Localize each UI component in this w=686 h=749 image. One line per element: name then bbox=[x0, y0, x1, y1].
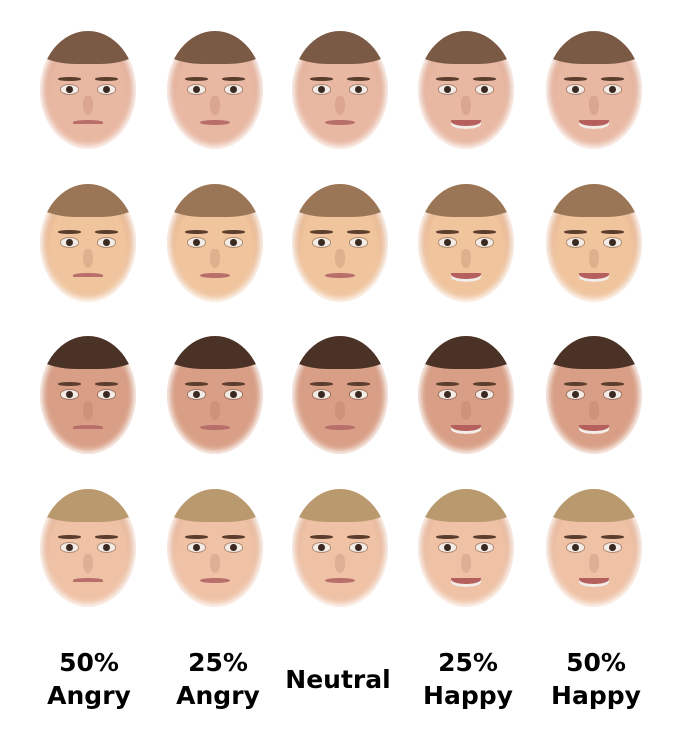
label-percent: 25% bbox=[438, 648, 498, 677]
label-percent: 50% bbox=[59, 648, 119, 677]
face-photo-neutral bbox=[292, 489, 388, 607]
face-photo-neutral bbox=[292, 184, 388, 302]
face-photo-angry-50 bbox=[40, 489, 136, 607]
face-photo-happy-25 bbox=[418, 489, 514, 607]
face-photo-happy-25 bbox=[418, 336, 514, 454]
label-neutral: Neutral bbox=[283, 663, 393, 696]
face-photo-angry-25 bbox=[167, 31, 263, 149]
label-25-happy: 25% Happy bbox=[413, 646, 523, 712]
label-emotion: Angry bbox=[47, 681, 131, 710]
face-photo-neutral bbox=[292, 336, 388, 454]
label-emotion: Happy bbox=[423, 681, 513, 710]
face-photo-angry-50 bbox=[40, 31, 136, 149]
label-50-angry: 50% Angry bbox=[34, 646, 144, 712]
face-photo-angry-25 bbox=[167, 336, 263, 454]
label-50-happy: 50% Happy bbox=[541, 646, 651, 712]
label-emotion: Neutral bbox=[285, 665, 391, 694]
face-photo-neutral bbox=[292, 31, 388, 149]
label-emotion: Happy bbox=[551, 681, 641, 710]
face-photo-angry-25 bbox=[167, 489, 263, 607]
face-photo-happy-50 bbox=[546, 336, 642, 454]
label-emotion: Angry bbox=[176, 681, 260, 710]
label-25-angry: 25% Angry bbox=[163, 646, 273, 712]
label-percent: 50% bbox=[566, 648, 626, 677]
face-photo-happy-50 bbox=[546, 31, 642, 149]
face-photo-happy-50 bbox=[546, 489, 642, 607]
face-photo-happy-50 bbox=[546, 184, 642, 302]
face-photo-happy-25 bbox=[418, 31, 514, 149]
face-photo-angry-50 bbox=[40, 336, 136, 454]
face-photo-happy-25 bbox=[418, 184, 514, 302]
label-percent: 25% bbox=[188, 648, 248, 677]
face-photo-angry-25 bbox=[167, 184, 263, 302]
face-photo-angry-50 bbox=[40, 184, 136, 302]
